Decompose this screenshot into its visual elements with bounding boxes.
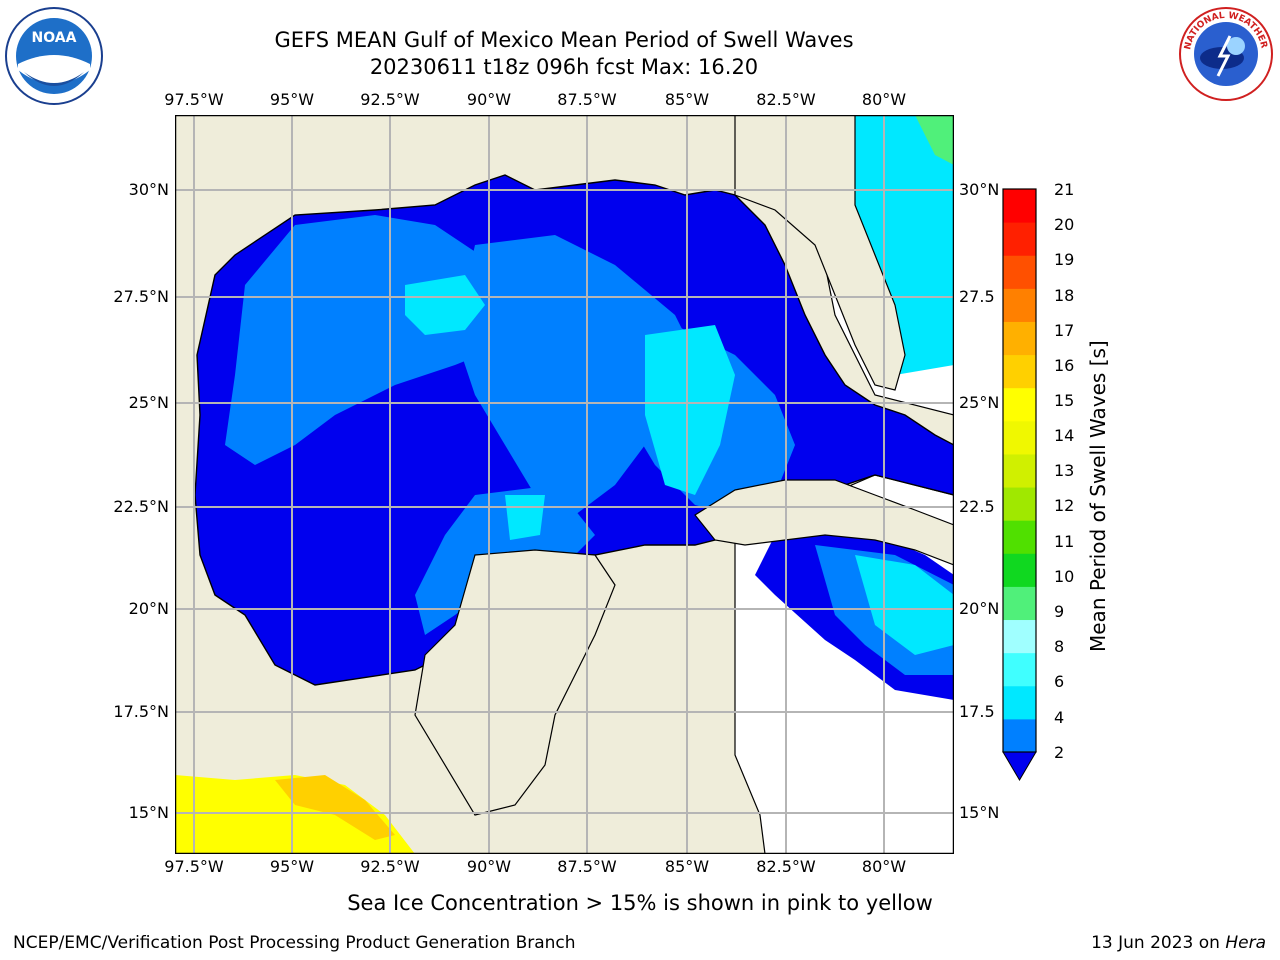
colorbar-swatch — [1003, 553, 1036, 587]
colorbar-swatch — [1003, 255, 1036, 289]
lat-label-right: 22.5 — [959, 497, 995, 516]
colorbar-tick: 13 — [1054, 461, 1075, 480]
colorbar-tick: 8 — [1054, 637, 1065, 656]
lat-label-left: 22.5°N — [113, 497, 169, 516]
colorbar-tick: 4 — [1054, 708, 1065, 727]
lon-label-bottom: 87.5°W — [557, 857, 617, 876]
florida — [734, 115, 906, 391]
colorbar-tick: 17 — [1054, 321, 1075, 340]
colorbar-swatch — [1003, 321, 1036, 356]
lat-label-right: 17.5 — [959, 702, 995, 721]
lat-label-left: 27.5°N — [113, 287, 169, 306]
lon-label-bottom: 82.5°W — [756, 857, 816, 876]
lat-label-left: 17.5°N — [113, 702, 169, 721]
colorbar-swatch — [1003, 520, 1036, 554]
colorbar-swatches — [1003, 189, 1036, 753]
noaa-logo-text: NOAA — [32, 30, 77, 46]
colorbar-swatch — [1003, 288, 1036, 322]
cuba — [694, 479, 954, 566]
swell-4-6-c — [505, 495, 545, 540]
colorbar-tick: 2 — [1054, 743, 1065, 762]
credit-text: NCEP/EMC/Verification Post Processing Pr… — [13, 933, 576, 953]
colorbar-tick: 18 — [1054, 286, 1075, 305]
map-frame — [175, 115, 954, 854]
lat-label-right: 27.5 — [959, 287, 995, 306]
colorbar-extend-arrow — [1002, 751, 1037, 781]
colorbar-tick: 9 — [1054, 602, 1065, 621]
lat-label-right: 25°N — [959, 393, 1000, 412]
colorbar-tick: 11 — [1054, 532, 1075, 551]
colorbar — [1002, 188, 1037, 781]
colorbar-swatch — [1003, 453, 1036, 488]
colorbar-tick: 19 — [1054, 250, 1075, 269]
lon-label-bottom: 92.5°W — [360, 857, 420, 876]
nws-logo: NATIONAL WEATHER SERVICE — [1178, 6, 1273, 101]
yucatan — [414, 549, 616, 816]
lon-label-bottom: 85°W — [664, 857, 710, 876]
graticule — [175, 115, 954, 854]
lon-label-top: 80°W — [861, 90, 907, 109]
colorbar-tick: 12 — [1054, 496, 1075, 515]
colorbar-tick: 16 — [1054, 356, 1075, 375]
colorbar-swatch — [1003, 420, 1036, 455]
lat-label-right: 30°N — [959, 180, 1000, 199]
colorbar-tick: 14 — [1054, 426, 1075, 445]
colorbar-swatch — [1003, 189, 1036, 223]
colorbar-tick: 6 — [1054, 672, 1065, 691]
colorbar-swatch — [1003, 222, 1036, 256]
colorbar-tick: 20 — [1054, 215, 1075, 234]
lon-label-top: 97.5°W — [164, 90, 224, 109]
lon-label-top: 87.5°W — [557, 90, 617, 109]
lat-label-right: 15°N — [959, 803, 1000, 822]
lat-label-right: 20°N — [959, 599, 1000, 618]
lat-label-left: 15°N — [128, 803, 169, 822]
colorbar-tick: 15 — [1054, 391, 1075, 410]
lon-label-top: 82.5°W — [756, 90, 816, 109]
colorbar-tick: 10 — [1054, 567, 1075, 586]
machine-name: Hera — [1225, 933, 1266, 953]
sea-ice-note: Sea Ice Concentration > 15% is shown in … — [347, 891, 933, 915]
lon-label-top: 95°W — [269, 90, 315, 109]
swell-4-6-a — [405, 275, 485, 335]
lon-label-bottom: 90°W — [466, 857, 512, 876]
lon-label-bottom: 97.5°W — [164, 857, 224, 876]
date-prefix: 13 Jun 2023 on — [1091, 933, 1226, 953]
lon-label-top: 92.5°W — [360, 90, 420, 109]
chart-title: GEFS MEAN Gulf of Mexico Mean Period of … — [274, 28, 854, 52]
map-panel — [175, 115, 954, 854]
caribbean-swell-cyan — [855, 555, 954, 655]
atlantic-swell — [845, 115, 954, 375]
swell-4-6-b — [645, 325, 735, 495]
colorbar-frame — [1002, 188, 1037, 753]
lon-label-bottom: 95°W — [269, 857, 315, 876]
colorbar-swatch — [1003, 586, 1036, 621]
lat-label-left: 25°N — [128, 393, 169, 412]
lon-label-top: 90°W — [466, 90, 512, 109]
colorbar-swatch — [1003, 718, 1036, 753]
colorbar-label: Mean Period of Swell Waves [s] — [1086, 340, 1110, 652]
colorbar-tick: 21 — [1054, 180, 1075, 199]
atlantic-swell-light — [915, 115, 954, 165]
colorbar-swatch — [1003, 487, 1036, 521]
swell-2-4-central — [455, 235, 705, 515]
chart-subtitle: 20230611 t18z 096h fcst Max: 16.20 — [369, 55, 759, 79]
lon-label-top: 85°W — [664, 90, 710, 109]
lon-label-bottom: 80°W — [861, 857, 907, 876]
colorbar-swatch — [1003, 619, 1036, 654]
colorbar-swatch — [1003, 387, 1036, 422]
colorbar-swatch — [1003, 685, 1036, 720]
noaa-logo: NOAA — [5, 7, 103, 105]
colorbar-swatch — [1003, 652, 1036, 687]
colorbar-swatch — [1003, 354, 1036, 389]
pacific-orange — [275, 775, 395, 840]
lat-label-left: 30°N — [128, 180, 169, 199]
lat-label-left: 20°N — [128, 599, 169, 618]
date-text: 13 Jun 2023 on Hera — [1091, 933, 1266, 953]
